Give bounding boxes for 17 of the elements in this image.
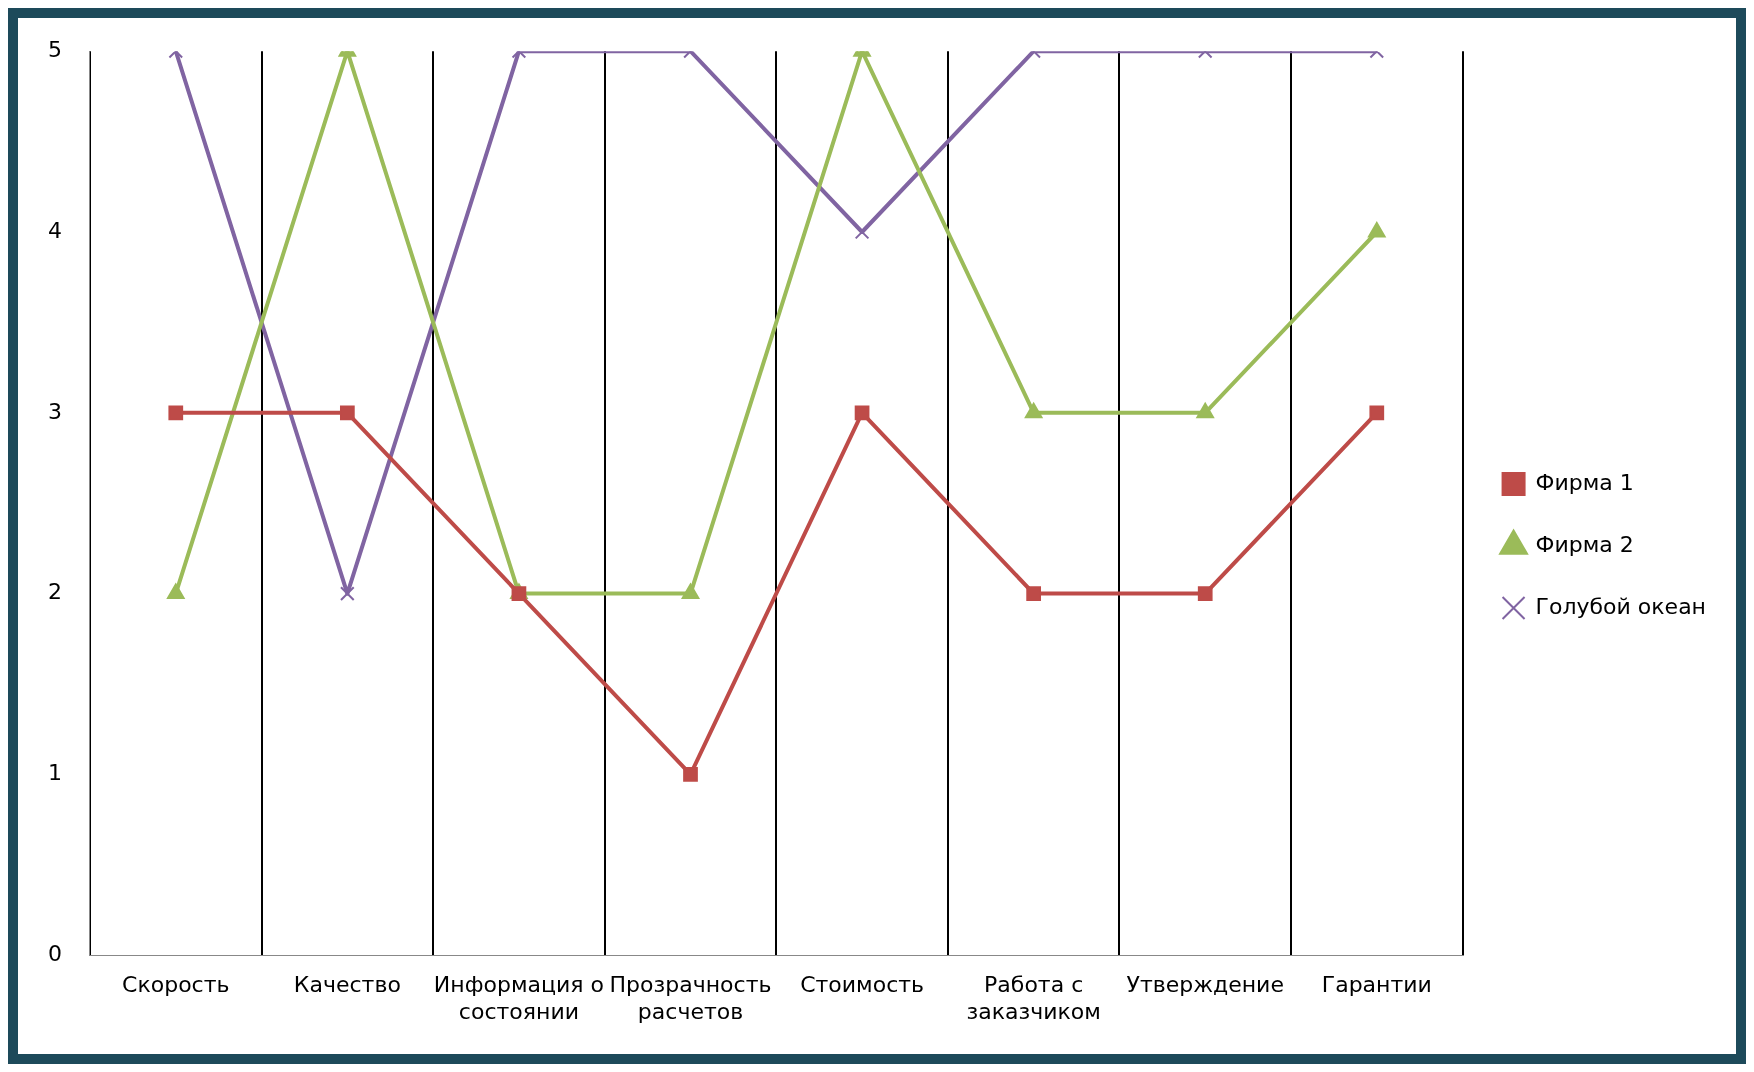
y-tick-label: 4 bbox=[48, 217, 62, 243]
x-tick-label: Работа с заказчиком bbox=[966, 972, 1101, 1024]
x-tick-label: Гарантии bbox=[1321, 972, 1432, 998]
y-tick-label: 1 bbox=[48, 760, 62, 786]
y-tick-label: 5 bbox=[48, 36, 62, 62]
x-tick-label: Скорость bbox=[122, 972, 230, 998]
x-tick-label: Утверждение bbox=[1126, 972, 1284, 998]
legend-label: Голубой океан bbox=[1535, 593, 1707, 619]
legend-label: Фирма 1 bbox=[1535, 469, 1634, 495]
y-tick-label: 3 bbox=[48, 398, 62, 424]
y-tick-label: 0 bbox=[48, 940, 62, 966]
x-tick-label: Качество bbox=[293, 972, 401, 998]
y-tick-label: 2 bbox=[48, 579, 62, 605]
x-tick-label: Информация о состоянии bbox=[433, 972, 604, 1024]
x-tick-label: Прозрачность расчетов bbox=[609, 972, 772, 1024]
x-tick-label: Стоимость bbox=[800, 972, 925, 998]
legend-label: Фирма 2 bbox=[1535, 531, 1634, 557]
